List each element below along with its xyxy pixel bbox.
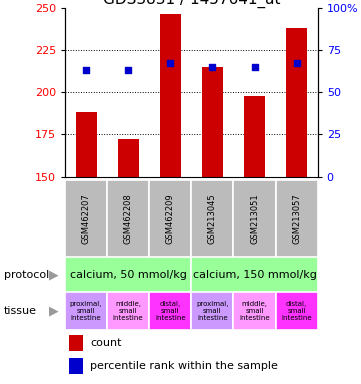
Point (125, 67, 131, 73)
Bar (275, 180, 318, 257)
Bar (65, 292, 107, 330)
Bar (69, 335, 83, 351)
Text: protocol: protocol (4, 270, 49, 280)
Text: GSM213057: GSM213057 (292, 194, 301, 244)
Bar (75, 113, 96, 177)
Text: GSM213045: GSM213045 (208, 194, 217, 244)
Text: middle,
small
intestine: middle, small intestine (113, 301, 143, 321)
Point (168, 60, 173, 66)
Bar (107, 180, 149, 257)
Bar (191, 257, 318, 292)
Bar (149, 180, 191, 257)
Bar (107, 292, 149, 330)
Point (294, 60, 300, 66)
Bar (234, 292, 275, 330)
Text: ▶: ▶ (49, 305, 59, 318)
Text: proximal,
small
intestine: proximal, small intestine (70, 301, 102, 321)
Text: calcium, 150 mmol/kg: calcium, 150 mmol/kg (192, 270, 317, 280)
Text: GSM462209: GSM462209 (166, 194, 175, 244)
Text: GSM462208: GSM462208 (124, 194, 132, 244)
Text: GSM213051: GSM213051 (250, 194, 259, 244)
Bar (202, 67, 223, 177)
Bar (244, 96, 265, 177)
Text: count: count (90, 338, 122, 348)
Bar (234, 180, 275, 257)
Bar (118, 139, 139, 177)
Point (209, 64, 215, 70)
Text: distal,
small
intestine: distal, small intestine (281, 301, 312, 321)
Bar (191, 292, 234, 330)
Text: calcium, 50 mmol/kg: calcium, 50 mmol/kg (70, 270, 187, 280)
Text: percentile rank within the sample: percentile rank within the sample (90, 361, 278, 371)
Text: tissue: tissue (4, 306, 36, 316)
Point (252, 64, 257, 70)
Text: distal,
small
intestine: distal, small intestine (155, 301, 186, 321)
Text: GSM462207: GSM462207 (82, 194, 91, 244)
Bar (149, 292, 191, 330)
Bar (69, 358, 83, 374)
Bar (65, 180, 107, 257)
Text: ▶: ▶ (49, 268, 59, 281)
Text: middle,
small
intestine: middle, small intestine (239, 301, 270, 321)
Bar (286, 28, 307, 177)
Bar (275, 292, 318, 330)
Text: proximal,
small
intestine: proximal, small intestine (196, 301, 229, 321)
Bar (160, 15, 181, 177)
Title: GDS3831 / 1457641_at: GDS3831 / 1457641_at (103, 0, 280, 8)
Bar (191, 180, 234, 257)
Point (83, 67, 89, 73)
Bar (65, 257, 191, 292)
